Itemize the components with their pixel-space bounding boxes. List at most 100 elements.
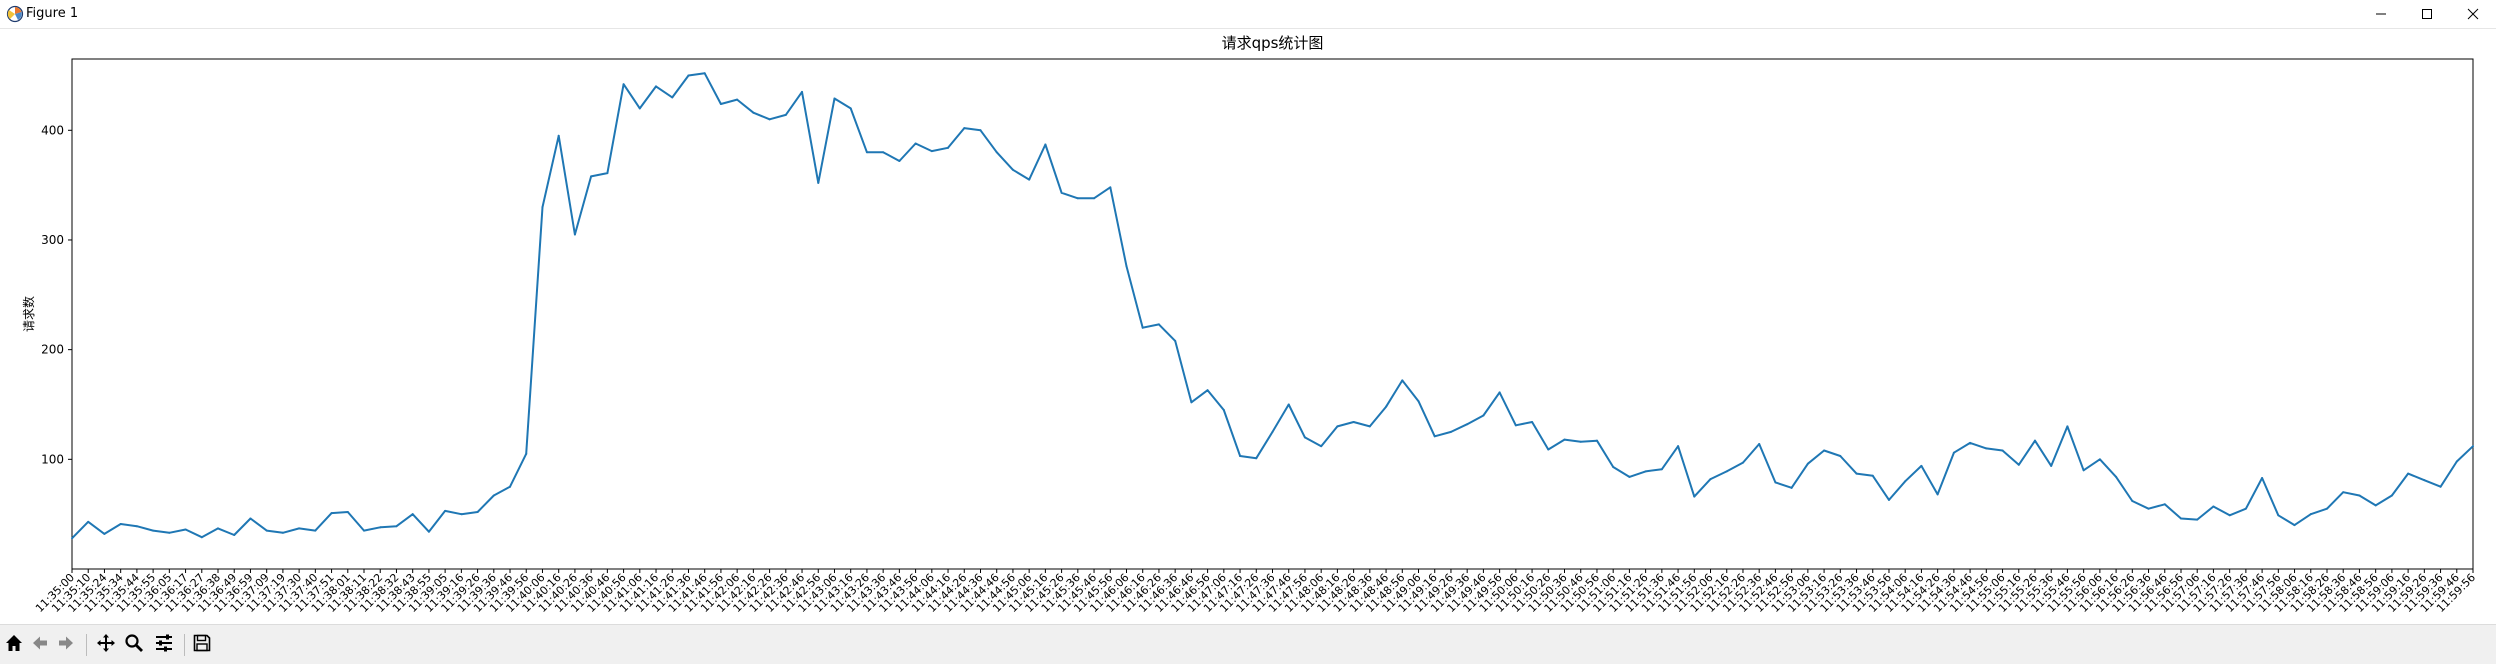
data-point (865, 151, 868, 154)
data-point (914, 142, 917, 145)
data-point (768, 118, 771, 121)
data-point (1109, 186, 1112, 189)
data-point (573, 233, 576, 236)
data-point (1466, 423, 1469, 426)
data-point (1303, 436, 1306, 439)
y-tick-label: 100 (41, 452, 64, 466)
data-point (2455, 460, 2458, 463)
data-point (1206, 389, 1209, 392)
data-point (2212, 505, 2215, 508)
data-point (395, 525, 398, 528)
data-point (2066, 425, 2069, 428)
forward-arrow-icon (56, 633, 76, 657)
maximize-icon (2421, 5, 2433, 24)
data-point (1271, 430, 1274, 433)
y-tick-label: 200 (41, 343, 64, 357)
configure-subplots-icon (154, 633, 174, 657)
configure-subplots-button[interactable] (152, 633, 176, 657)
pan-button[interactable] (94, 633, 118, 657)
data-point (1871, 474, 1874, 477)
data-point (1174, 339, 1177, 342)
data-point (833, 97, 836, 100)
data-point (1969, 441, 1972, 444)
data-point (752, 111, 755, 114)
data-point (2115, 475, 2118, 478)
data-point (1725, 470, 1728, 473)
data-point (784, 113, 787, 116)
data-point (1141, 326, 1144, 329)
data-point (2001, 449, 2004, 452)
back-button[interactable] (28, 633, 52, 657)
data-point (525, 452, 528, 455)
data-point (200, 536, 203, 539)
data-point (1125, 265, 1128, 268)
data-point (1595, 439, 1598, 442)
data-point (1401, 379, 1404, 382)
data-point (1887, 498, 1890, 501)
data-point (882, 151, 885, 154)
data-point (947, 146, 950, 149)
data-point (2228, 514, 2231, 517)
maximize-button[interactable] (2404, 0, 2450, 28)
data-point (1612, 466, 1615, 468)
data-point (1157, 323, 1160, 326)
data-point (509, 485, 512, 488)
zoom-button[interactable] (122, 633, 146, 657)
data-point (1044, 143, 1047, 146)
data-point (217, 527, 220, 530)
toolbar-separator (184, 634, 185, 656)
data-point (1449, 430, 1452, 433)
data-point (281, 531, 284, 534)
data-point (233, 534, 236, 536)
data-point (1985, 447, 1988, 450)
data-point (1222, 408, 1225, 411)
data-point (265, 529, 268, 532)
data-point (2082, 469, 2085, 472)
back-arrow-icon (30, 633, 50, 657)
data-point (492, 494, 495, 497)
data-point (1336, 425, 1339, 428)
data-point (2309, 513, 2312, 516)
data-point (444, 509, 447, 512)
forward-button[interactable] (54, 633, 78, 657)
data-point (2407, 472, 2410, 475)
data-point (314, 529, 317, 532)
data-point (1514, 424, 1517, 427)
data-point (2293, 524, 2296, 527)
navigation-toolbar (0, 624, 2496, 664)
data-point (1011, 168, 1014, 171)
data-point (557, 134, 560, 137)
data-point (184, 528, 187, 531)
data-point (135, 525, 138, 528)
data-point (427, 530, 430, 533)
zoom-magnifier-icon (124, 633, 144, 657)
data-point (2261, 476, 2264, 479)
data-point (1839, 455, 1842, 458)
close-button[interactable] (2450, 0, 2496, 28)
data-point (346, 510, 349, 513)
data-point (1952, 451, 1955, 454)
minimize-button[interactable] (2358, 0, 2404, 28)
pan-move-icon (96, 633, 116, 657)
data-point (71, 537, 73, 540)
matplotlib-figure-icon (6, 5, 24, 23)
data-point (1855, 472, 1858, 475)
save-button[interactable] (190, 633, 214, 657)
data-point (2472, 445, 2474, 448)
data-point (1417, 400, 1420, 403)
data-point (2017, 463, 2020, 466)
data-point (736, 98, 739, 101)
data-point (1741, 461, 1744, 464)
data-point (719, 102, 722, 105)
toolbar-separator (86, 634, 87, 656)
window-titlebar: Figure 1 (0, 0, 2496, 29)
data-point (2196, 518, 2199, 521)
home-button[interactable] (2, 633, 26, 657)
figure-canvas[interactable]: 请求qps统计图 请求数 100 200 300 400 11:35:00 11:35:10 1… (0, 29, 2496, 624)
data-point (638, 107, 641, 110)
data-point (2374, 504, 2377, 507)
close-icon (2467, 5, 2479, 24)
data-point (411, 513, 414, 516)
data-point (849, 107, 852, 110)
data-point (1904, 480, 1907, 483)
